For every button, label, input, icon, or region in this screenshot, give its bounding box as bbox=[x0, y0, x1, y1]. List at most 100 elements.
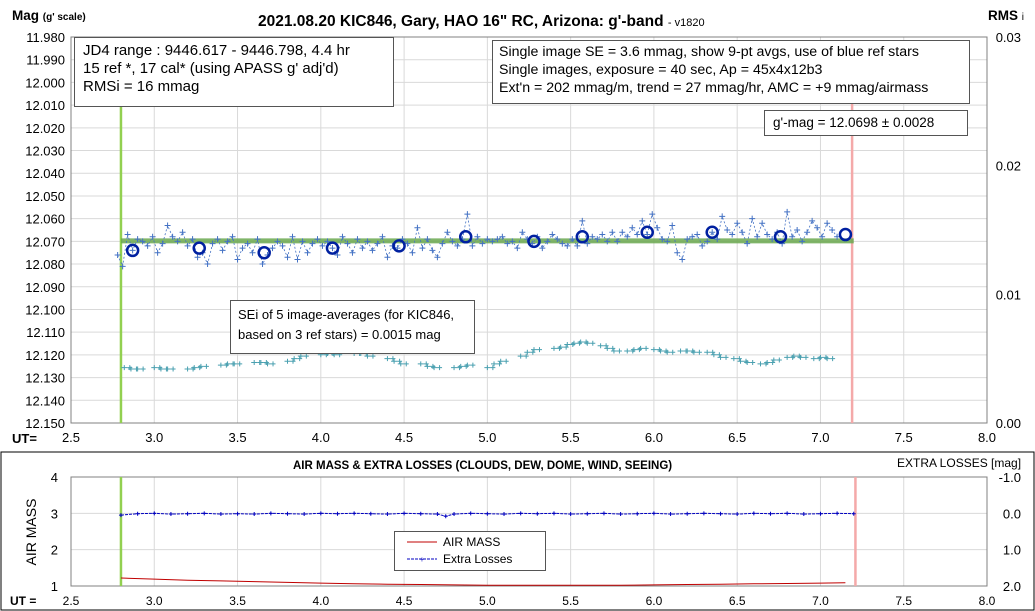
rms-point bbox=[677, 348, 684, 354]
top-y2-ticks: 0.00 0.01 0.02 0.03 bbox=[996, 30, 1021, 431]
rms-point bbox=[384, 356, 391, 362]
x-tick-label: 3.0 bbox=[146, 594, 163, 608]
rms-point bbox=[523, 353, 529, 359]
rms-point bbox=[570, 340, 577, 346]
rms-point bbox=[517, 353, 524, 359]
single-image-point bbox=[244, 240, 251, 247]
rms-point bbox=[710, 349, 716, 355]
extra-loss-point bbox=[335, 511, 340, 516]
extra-loss-point bbox=[551, 511, 556, 516]
y-tick-label: 12.010 bbox=[25, 98, 65, 113]
bottom-plot-frame bbox=[70, 476, 988, 587]
single-image-point bbox=[664, 238, 671, 245]
average-point bbox=[257, 245, 271, 260]
average-point bbox=[640, 225, 654, 240]
exposure-line: Single images, exposure = 40 sec, Ap = 4… bbox=[499, 62, 823, 78]
rms-point bbox=[251, 360, 258, 366]
rms-point bbox=[817, 354, 824, 360]
jd-range-box: JD4 range : 9446.617 - 9446.798, 4.4 hr … bbox=[74, 37, 394, 107]
single-image-point bbox=[274, 238, 281, 245]
x-tick-label: 6.5 bbox=[728, 430, 746, 445]
bottom-y2-ticks: -1.0 0.0 1.0 2.0 bbox=[999, 470, 1021, 594]
extra-loss-point bbox=[352, 511, 357, 516]
bottom-y-ticks: 1 2 3 4 bbox=[51, 470, 58, 594]
single-image-point bbox=[509, 238, 516, 245]
sei-line-1: SEi of 5 image-averages (for KIC846, bbox=[238, 307, 455, 322]
single-image-point bbox=[269, 245, 276, 252]
extra-loss-point bbox=[801, 512, 806, 517]
rms-point bbox=[744, 360, 751, 366]
single-image-point bbox=[349, 249, 356, 256]
single-image-point bbox=[254, 236, 261, 243]
single-image-point bbox=[289, 233, 296, 240]
single-image-point bbox=[489, 238, 496, 245]
rms-point bbox=[503, 358, 509, 364]
y2-axis-title: RMS i bbox=[988, 8, 1024, 23]
extra-loss-point bbox=[768, 511, 773, 516]
rmsi-line: RMSi = 16 mmag bbox=[83, 78, 200, 95]
rms-point bbox=[297, 353, 304, 359]
single-image-point bbox=[829, 227, 836, 233]
extra-loss-point bbox=[785, 511, 790, 516]
single-image-point bbox=[499, 233, 506, 240]
single-image-point bbox=[604, 238, 611, 245]
single-image-point bbox=[744, 240, 751, 247]
extra-loss-point bbox=[835, 511, 840, 516]
rms-point bbox=[550, 345, 557, 351]
y-tick-label: 12.130 bbox=[25, 371, 65, 386]
single-image-point bbox=[364, 238, 371, 245]
single-image-point bbox=[434, 254, 441, 261]
legend-air-mass-label: AIR MASS bbox=[443, 535, 501, 549]
extra-loss-point bbox=[135, 511, 140, 516]
extra-loss-point bbox=[368, 511, 373, 516]
single-image-point bbox=[749, 215, 756, 222]
single-image-point bbox=[224, 238, 231, 245]
extra-loss-point bbox=[818, 511, 823, 516]
single-image-point bbox=[734, 220, 741, 227]
x-tick-label: 7.5 bbox=[895, 430, 913, 445]
rms-point bbox=[736, 356, 742, 362]
rms-point bbox=[737, 358, 744, 364]
rms-point bbox=[616, 348, 622, 354]
average-point bbox=[705, 225, 719, 240]
y-tick-label: 4 bbox=[51, 470, 58, 485]
rms-point bbox=[291, 356, 298, 362]
single-image-point bbox=[369, 247, 376, 254]
rms-point bbox=[157, 366, 164, 372]
single-image-point bbox=[414, 224, 421, 231]
extra-loss-point bbox=[651, 511, 656, 516]
single-image-point bbox=[589, 233, 596, 240]
y2-tick-label: 2.0 bbox=[1003, 579, 1021, 594]
legend-extra-losses-marker: + bbox=[420, 555, 425, 564]
rms-point bbox=[224, 361, 231, 367]
rms-point bbox=[217, 362, 224, 368]
rms-point bbox=[530, 349, 536, 355]
x-tick-label: 3.5 bbox=[229, 430, 247, 445]
average-point bbox=[527, 234, 541, 249]
rms-point bbox=[140, 366, 146, 372]
x-tick-label: 7.5 bbox=[895, 594, 912, 608]
rms-point bbox=[564, 342, 571, 348]
top-y-ticks: 11.980 11.990 12.000 12.010 12.020 12.030 12.0… bbox=[25, 30, 65, 431]
rms-point bbox=[750, 360, 756, 366]
single-image-point bbox=[544, 238, 551, 245]
rms-point bbox=[664, 349, 671, 355]
single-image-point bbox=[374, 240, 381, 247]
extra-loss-point bbox=[851, 511, 856, 516]
rms-point bbox=[397, 358, 403, 364]
single-image-point bbox=[714, 236, 721, 243]
single-image-point bbox=[239, 245, 246, 252]
extra-loss-point bbox=[318, 511, 323, 516]
rms-point bbox=[643, 345, 649, 351]
average-point bbox=[125, 243, 140, 258]
rms-point bbox=[603, 343, 609, 349]
extra-loss-point bbox=[152, 511, 157, 516]
top-plot-frame bbox=[70, 36, 988, 424]
rms-point bbox=[803, 354, 809, 360]
rms-point bbox=[563, 344, 569, 350]
nine-point-averages bbox=[125, 225, 853, 260]
rms-point bbox=[670, 349, 676, 355]
extra-loss-point bbox=[701, 511, 706, 516]
rms-point bbox=[770, 357, 777, 363]
